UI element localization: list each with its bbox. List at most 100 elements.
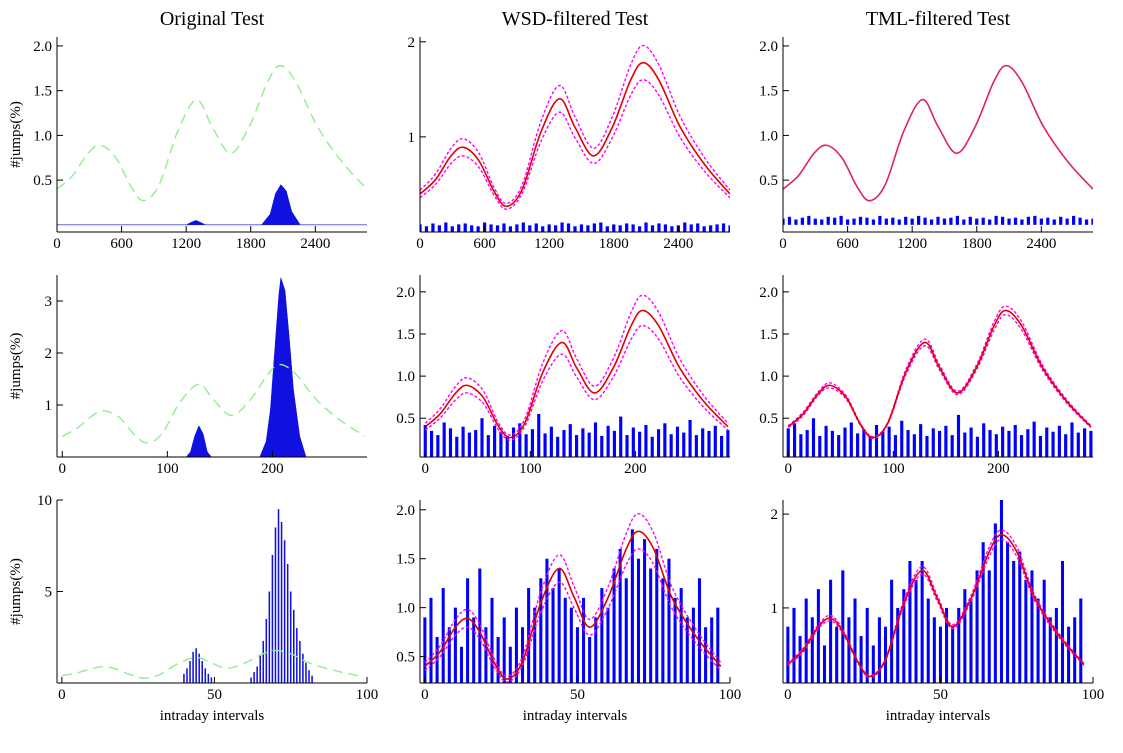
x-tick-label: 100 [156, 461, 179, 477]
bar [673, 597, 677, 683]
bar [274, 527, 277, 683]
y-tick-label: 0.5 [396, 650, 415, 666]
bar [502, 617, 506, 683]
bar [902, 589, 906, 683]
bar [794, 219, 798, 225]
bar [1059, 216, 1063, 225]
bar [890, 579, 894, 683]
y-tick-label: 1.0 [759, 369, 778, 385]
panel: 0 100 200 0.5 1.0 1.5 2.0 [396, 275, 730, 477]
bar [713, 425, 717, 457]
y-tick-label: 1.0 [396, 369, 415, 385]
bar [839, 215, 843, 225]
y-tick-label: 1 [45, 398, 53, 414]
bar [865, 607, 869, 683]
bar [931, 428, 935, 457]
bar [592, 223, 596, 232]
bar [293, 609, 295, 683]
bar [1007, 218, 1011, 225]
line [783, 64, 1093, 202]
bar [453, 607, 457, 683]
x-tick-label: 2400 [663, 236, 693, 252]
y-tick-label: 1.0 [33, 128, 52, 144]
bar [1067, 626, 1071, 683]
bar [1052, 219, 1056, 225]
plot-area [786, 305, 1093, 457]
bar [670, 226, 674, 232]
bar [528, 225, 532, 232]
bar [563, 597, 567, 683]
x-tick-label: 0 [784, 687, 792, 703]
line [420, 61, 730, 208]
bar [786, 626, 790, 683]
bar [925, 435, 929, 457]
bar [871, 645, 875, 683]
panel: 0 50 100 0.5 1.0 1.5 2.0 intraday intervals [396, 500, 741, 724]
x-axis-label: intraday intervals [523, 708, 628, 724]
bar [537, 414, 541, 457]
bar [280, 521, 283, 683]
bar [884, 218, 888, 225]
bar [283, 540, 286, 683]
bar [539, 578, 543, 683]
bar [696, 223, 700, 232]
bar [1038, 435, 1043, 457]
line [787, 533, 1085, 678]
bar [533, 607, 537, 683]
bar [437, 225, 441, 232]
y-tick-label: 2.0 [759, 285, 778, 301]
line [787, 305, 1092, 438]
bar [1091, 218, 1093, 225]
x-tick-label: 0 [779, 236, 787, 252]
bar [720, 435, 724, 457]
bar [524, 434, 528, 457]
bar [716, 607, 720, 683]
bar [1065, 218, 1069, 225]
bar [783, 218, 785, 225]
bar [877, 617, 881, 683]
bar [250, 677, 252, 683]
bar [669, 434, 673, 457]
bar [1007, 430, 1011, 457]
bar [450, 226, 454, 232]
bar [562, 430, 566, 457]
bar [541, 226, 545, 232]
bar [569, 607, 573, 683]
bar [932, 617, 936, 683]
bar [833, 217, 837, 225]
bar [1024, 579, 1028, 683]
bar [908, 561, 912, 683]
panel-title: Original Test [160, 8, 265, 30]
bar [631, 224, 635, 232]
bar [1054, 607, 1058, 683]
bar [813, 218, 817, 225]
x-tick-label: 200 [987, 461, 1010, 477]
line [424, 530, 722, 680]
bar [944, 425, 948, 457]
bar [305, 662, 307, 683]
bar [988, 430, 992, 457]
y-tick-label: 10 [37, 493, 52, 509]
bar [183, 673, 185, 683]
bar [436, 435, 440, 457]
bar [265, 618, 268, 683]
bar [896, 607, 900, 683]
bar [1046, 217, 1050, 225]
bar [800, 217, 804, 225]
bar [637, 226, 642, 232]
bar [883, 626, 888, 683]
bar [1078, 217, 1082, 225]
x-tick-label: 600 [110, 236, 133, 252]
bar [1060, 561, 1065, 683]
bar [685, 617, 689, 683]
bar [486, 435, 490, 457]
bar [926, 598, 930, 683]
bar [822, 645, 827, 683]
bar [936, 216, 940, 225]
bar [271, 554, 274, 683]
bar [476, 226, 480, 232]
x-tick-label: 2400 [300, 236, 330, 252]
bar [694, 435, 698, 457]
bar [600, 435, 604, 457]
